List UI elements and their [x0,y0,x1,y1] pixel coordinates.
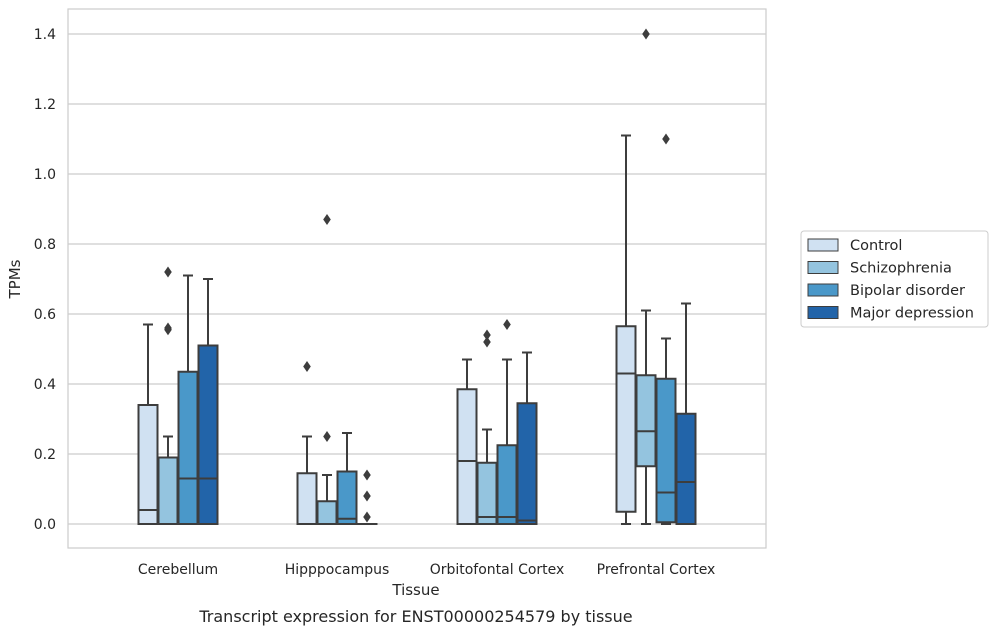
outlier-point [503,319,511,330]
y-tick-label: 0.6 [34,307,56,323]
box-body [137,404,159,525]
outlier-point [662,133,670,145]
box-orbitofontal-cortex-control [456,358,478,525]
outlier-point [323,431,331,442]
legend-label: Schizophrenia [850,261,952,277]
x-tick-label: Orbitofontal Cortex [430,562,565,578]
y-tick-labels: 0.0 0.2 0.4 0.6 0.8 1.0 1.2 1.4 [34,27,56,533]
y-tick-label: 0.4 [34,377,56,393]
outlier-point [363,511,371,523]
box-hipppocampus-schizophrenia [316,214,338,525]
box-cerebellum-schizophrenia [157,266,179,525]
y-tick-label: 0.0 [34,517,56,533]
box-body [316,500,338,525]
legend-label: Major depression [850,306,974,322]
legend-frame [800,230,989,328]
box-body [496,444,518,525]
outlier-point [164,266,172,278]
box-prefrontal-cortex-bipolar-disorder [655,133,677,525]
legend-swatch [807,306,839,319]
box-cerebellum-control [137,323,159,525]
chart-caption: Transcript expression for ENST0000025457… [198,607,632,626]
outlier-point [323,214,331,225]
box-hipppocampus-bipolar-disorder [336,432,358,525]
box-marks [137,28,697,526]
box-body [675,412,697,525]
legend-swatch [807,238,839,252]
legend-swatch [807,261,839,274]
box-body [476,461,498,525]
box-body [456,388,478,525]
x-tick-label: Cerebellum [138,562,218,578]
y-tick-label: 1.4 [34,27,56,43]
box-body [197,344,219,525]
box-hipppocampus-control [296,361,318,525]
y-tick-label: 0.2 [34,447,56,463]
box-prefrontal-cortex-schizophrenia [635,28,657,525]
legend-label: Bipolar disorder [850,283,965,299]
box-prefrontal-cortex-major-depression [675,302,697,525]
box-orbitofontal-cortex-schizophrenia [476,329,498,525]
legend-swatch [807,283,839,297]
legend: Control Schizophrenia Bipolar disorder Majo… [800,230,989,328]
y-tick-label: 1.2 [34,97,56,113]
box-body [157,456,179,525]
box-body [296,472,318,525]
legend-label: Control [850,238,902,254]
outlier-point [642,28,650,40]
y-tick-label: 1.0 [34,167,56,183]
box-body [336,470,358,525]
box-orbitofontal-cortex-bipolar-disorder [496,319,518,525]
box-body [177,370,199,525]
box-hipppocampus-major-depression [356,469,378,526]
box-body [516,402,538,525]
x-tick-label: Hipppocampus [285,562,390,578]
outlier-point [363,490,371,502]
box-prefrontal-cortex-control [615,134,637,525]
box-cerebellum-bipolar-disorder [177,274,199,525]
outlier-point [483,329,491,341]
outlier-point [303,361,311,372]
box-body [655,377,677,524]
box-body [615,325,637,513]
outlier-point [164,322,172,334]
y-axis-title: TPMs [6,259,24,299]
box-orbitofontal-cortex-major-depression [516,351,538,525]
x-tick-label: Prefrontal Cortex [597,562,716,578]
box-body [635,374,657,468]
box-cerebellum-major-depression [197,278,219,525]
outlier-point [483,336,491,348]
plot-frame [67,8,767,549]
y-tick-label: 0.8 [34,237,56,253]
outlier-point [363,469,371,481]
x-axis-title: Tissue [391,581,439,599]
x-tick-labels: Cerebellum Hipppocampus Orbitofontal Corte… [138,562,715,578]
